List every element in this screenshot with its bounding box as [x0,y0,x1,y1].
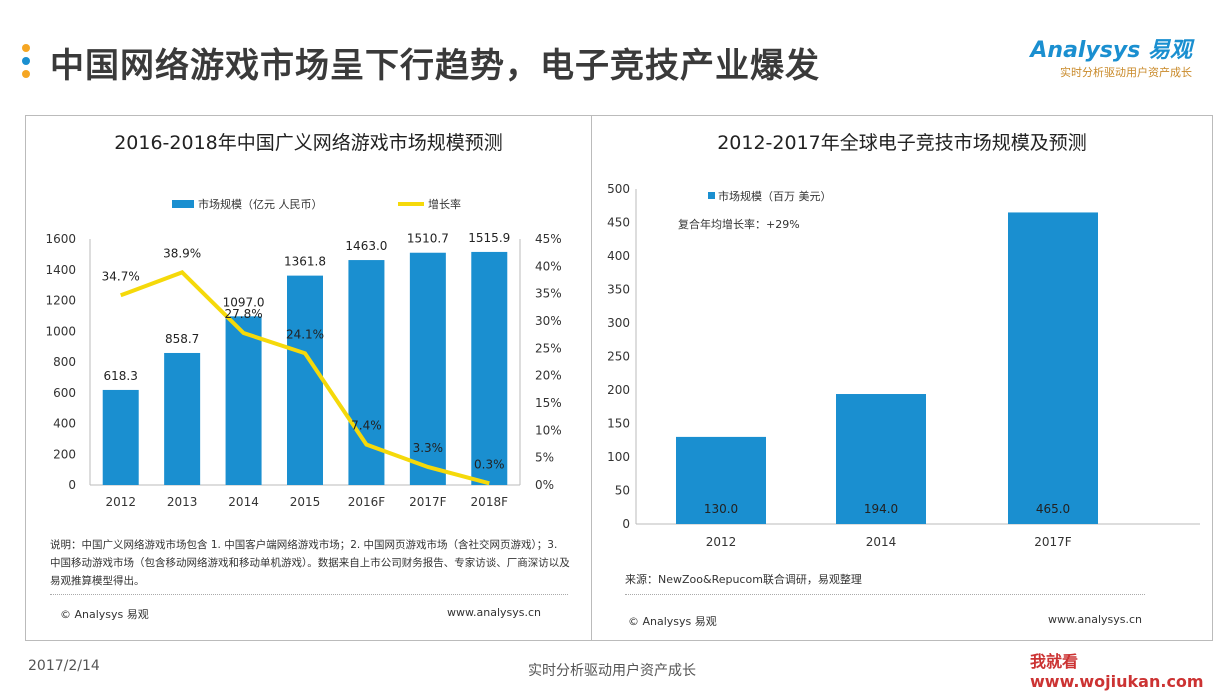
y-tick-label: 400 [607,249,630,263]
y-tick-label: 150 [607,417,630,431]
left-chart-note: 说明：中国广义网络游戏市场包含 1. 中国客户端网络游戏市场；2. 中国网页游戏… [50,539,570,587]
y-tick-label: 500 [607,182,630,196]
x-tick-label: 2012 [105,495,136,509]
line-data-label: 38.9% [163,246,201,260]
right-chart-source: 来源：NewZoo&Repucom联合调研，易观整理 [625,573,862,586]
x-tick-label: 2017F [409,495,447,509]
bar [471,251,508,485]
website: www.analysys.cn [447,606,541,619]
bar [287,275,323,485]
y-tick-label: 50 [615,484,630,498]
right-chart-title: 2012-2017年全球电子竞技市场规模及预测 [717,132,1087,154]
y-tick-label: 600 [53,386,76,400]
bar-data-label: 858.7 [165,332,199,346]
bar [409,252,446,485]
footer-date: 2017/2/14 [28,658,100,674]
x-tick-label: 2016F [348,495,386,509]
y-tick-label: 250 [607,350,630,364]
logo-tagline: 实时分析驱动用户资产成长 [1060,66,1192,79]
cagr-annotation: 复合年均增长率：+29% [678,217,800,231]
legend-bar-swatch [172,200,194,208]
y-tick-label: 200 [53,447,76,461]
y-tick-label: 300 [607,316,630,330]
bar-data-label: 1510.7 [407,232,449,246]
bullet-dot-icon [22,44,30,52]
logo: Analysys 易观 实时分析驱动用户资产成长 [1030,32,1192,80]
page-title: 中国网络游戏市场呈下行趋势，电子竞技产业爆发 [50,46,820,86]
bar-data-label: 1463.0 [345,239,387,253]
bar-data-label: 1361.8 [284,255,326,269]
logo-name: Analysys 易观 [1030,38,1192,63]
y-tick-label: 100 [607,450,630,464]
y-tick-label: 400 [53,417,76,431]
y2-tick-label: 10% [535,423,562,437]
y-tick-label: 800 [53,355,76,369]
y2-tick-label: 35% [535,287,562,301]
bar-data-label: 1097.0 [223,295,265,309]
y-tick-label: 200 [607,383,630,397]
divider [50,594,568,595]
line-data-label: 24.1% [286,327,324,341]
y2-tick-label: 5% [535,451,554,465]
bar [676,436,766,524]
x-tick-label: 2012 [706,535,737,549]
legend-swatch [708,192,715,199]
x-tick-label: 2018F [471,495,509,509]
y-tick-label: 1400 [45,263,76,277]
bar-data-label: 1515.9 [468,231,510,245]
x-tick-label: 2013 [167,495,198,509]
x-tick-label: 2017F [1034,535,1072,549]
footer-tagline: 实时分析驱动用户资产成长 [528,663,696,679]
line-data-label: 34.7% [102,269,140,283]
bar-data-label: 130.0 [704,502,738,516]
copyright: © Analysys 易观 [60,608,149,621]
y2-tick-label: 30% [535,314,562,328]
bar-data-label: 618.3 [104,369,138,383]
y-tick-label: 350 [607,283,630,297]
line-data-label: 7.4% [351,419,382,433]
legend-bar-label: 市场规模（亿元 人民币） [198,197,323,211]
watermark: 我就看 www.wojiukan.com [1030,652,1204,691]
y2-tick-label: 25% [535,341,562,355]
line-data-label: 3.3% [413,441,444,455]
legend-label: 市场规模（百万 美元） [718,189,832,203]
y2-tick-label: 0% [535,478,554,492]
x-tick-label: 2015 [290,495,321,509]
x-tick-label: 2014 [228,495,259,509]
bullet-dot-icon [22,57,30,65]
y2-tick-label: 40% [535,259,562,273]
bar [225,316,262,485]
y-tick-label: 450 [607,216,630,230]
legend-line-label: 增长率 [428,197,461,211]
bar [1008,212,1098,524]
bar [102,389,139,485]
right-chart-panel: 2012-2017年全球电子竞技市场规模及预测 来源：NewZoo&Repuco… [592,115,1213,641]
website: www.analysys.cn [1048,613,1142,626]
y2-tick-label: 20% [535,369,562,383]
copyright: © Analysys 易观 [628,615,717,628]
bar-data-label: 465.0 [1036,502,1070,516]
left-chart-title: 2016-2018年中国广义网络游戏市场规模预测 [114,132,503,154]
x-tick-label: 2014 [866,535,897,549]
y2-tick-label: 45% [535,232,562,246]
bar-data-label: 194.0 [864,502,898,516]
y-tick-label: 0 [622,517,630,531]
line-data-label: 0.3% [474,457,505,471]
growth-rate-line [120,270,490,486]
y-tick-label: 1200 [45,294,76,308]
y-tick-label: 0 [68,478,76,492]
line-data-label: 27.8% [225,307,263,321]
bar [164,352,201,485]
y-tick-label: 1600 [45,232,76,246]
y2-tick-label: 15% [535,396,562,410]
y-tick-label: 1000 [45,324,76,338]
divider [625,594,1145,595]
left-chart-panel: 2016-2018年中国广义网络游戏市场规模预测 说明：中国广义网络游戏市场包含… [25,115,592,641]
bullet-dot-icon [22,70,30,78]
bar [836,394,926,524]
